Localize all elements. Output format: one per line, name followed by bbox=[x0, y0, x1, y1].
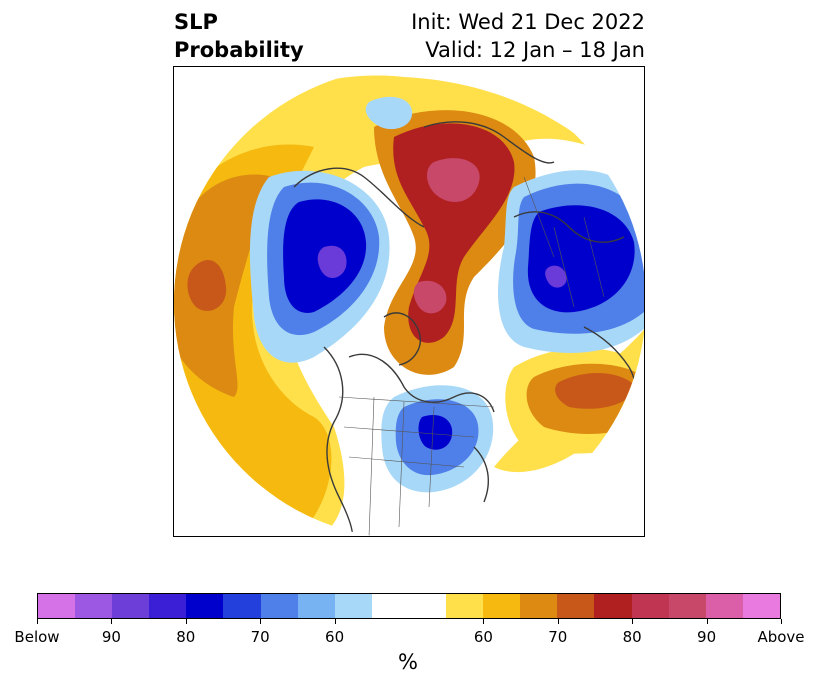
below-80-namerica bbox=[418, 415, 453, 450]
colorbar-tick-mark bbox=[632, 619, 634, 624]
colorbar-segment bbox=[297, 594, 335, 618]
colorbar-tick-mark bbox=[334, 619, 336, 624]
colorbar-label: % bbox=[398, 650, 418, 674]
colorbar-tick-label: 70 bbox=[548, 628, 568, 646]
below-60-arctic-cap bbox=[365, 96, 413, 130]
above-90-arctic-south bbox=[413, 280, 447, 314]
colorbar-segment bbox=[742, 594, 780, 618]
colorbar-segment bbox=[334, 594, 372, 618]
above-75-atlantic bbox=[555, 372, 636, 409]
colorbar-tick-mark bbox=[185, 619, 187, 624]
above-90-arctic bbox=[427, 158, 480, 202]
chart-dates: Init: Wed 21 Dec 2022 Valid: 12 Jan – 18… bbox=[411, 8, 645, 64]
colorbar-tick-mark bbox=[706, 619, 708, 624]
colorbar-tick-mark bbox=[37, 619, 38, 624]
colorbar-tick-label: Below bbox=[14, 628, 60, 646]
colorbar-tick-label: 60 bbox=[325, 628, 345, 646]
colorbar-tick-label: Above bbox=[757, 628, 805, 646]
colorbar-segment bbox=[557, 594, 595, 618]
colorbar-segment bbox=[75, 594, 113, 618]
colorbar-tick-label: 80 bbox=[622, 628, 642, 646]
colorbar-tick-label: 70 bbox=[250, 628, 270, 646]
colorbar-segment bbox=[371, 594, 409, 618]
colorbar-segment bbox=[631, 594, 669, 618]
chart-title: SLP Probability bbox=[174, 8, 304, 64]
colorbar-segment bbox=[186, 594, 224, 618]
colorbar-segment bbox=[38, 594, 76, 618]
colorbar-segment bbox=[705, 594, 743, 618]
colorbar-segment bbox=[668, 594, 706, 618]
colorbar-tick-label: 90 bbox=[101, 628, 121, 646]
colorbar-segment bbox=[223, 594, 261, 618]
colorbar-tick-label: 60 bbox=[473, 628, 493, 646]
colorbar-segment bbox=[520, 594, 558, 618]
colorbar-tick-label: 90 bbox=[697, 628, 717, 646]
below-90-west bbox=[317, 245, 347, 279]
colorbar-tick-mark bbox=[260, 619, 262, 624]
above-75-region bbox=[187, 259, 227, 311]
below-90-east bbox=[545, 265, 567, 288]
map-panel bbox=[173, 66, 645, 537]
colorbar bbox=[37, 593, 781, 619]
title-variable: SLP bbox=[174, 10, 218, 34]
borders bbox=[338, 176, 605, 536]
colorbar-segment bbox=[408, 594, 447, 618]
polar-stereographic-map bbox=[174, 75, 644, 536]
colorbar-segment bbox=[594, 594, 632, 618]
colorbar-tick-label: 80 bbox=[176, 628, 196, 646]
colorbar-segment bbox=[446, 594, 484, 618]
valid-range: Valid: 12 Jan – 18 Jan bbox=[425, 38, 645, 62]
colorbar-tick-mark bbox=[557, 619, 559, 624]
colorbar-tick-mark bbox=[483, 619, 485, 624]
colorbar-tick-mark bbox=[781, 619, 782, 624]
init-date: Init: Wed 21 Dec 2022 bbox=[411, 10, 645, 34]
colorbar-segment bbox=[112, 594, 150, 618]
colorbar-segment bbox=[149, 594, 187, 618]
title-type: Probability bbox=[174, 38, 304, 62]
colorbar-segment bbox=[260, 594, 298, 618]
colorbar-tick-mark bbox=[111, 619, 113, 624]
colorbar-segment bbox=[483, 594, 521, 618]
